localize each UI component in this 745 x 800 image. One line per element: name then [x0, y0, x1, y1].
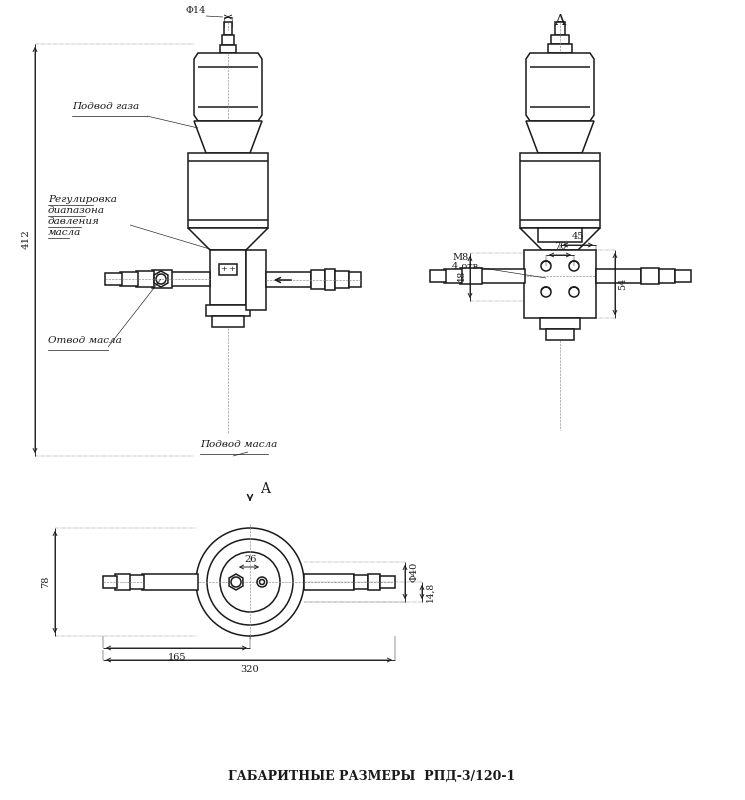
Polygon shape — [526, 121, 594, 153]
Polygon shape — [194, 53, 262, 121]
Bar — [325, 269, 335, 290]
Circle shape — [156, 274, 166, 284]
Text: Подвод газа: Подвод газа — [72, 102, 139, 111]
Text: 4 отв: 4 отв — [452, 262, 478, 271]
Bar — [546, 329, 574, 340]
Circle shape — [259, 579, 264, 585]
Bar — [210, 250, 246, 305]
Bar — [206, 305, 250, 316]
Text: M8: M8 — [452, 253, 469, 262]
Text: 70: 70 — [554, 242, 566, 251]
Polygon shape — [154, 271, 168, 287]
Bar — [460, 268, 482, 284]
Text: A: A — [260, 482, 270, 496]
Bar — [311, 270, 325, 289]
Bar — [142, 574, 198, 590]
Circle shape — [220, 552, 280, 612]
Text: Отвод масла: Отвод масла — [48, 336, 121, 345]
Text: A: A — [554, 14, 565, 28]
Bar — [659, 269, 675, 283]
Text: 78: 78 — [42, 576, 51, 588]
Bar — [103, 576, 117, 588]
Polygon shape — [194, 121, 262, 153]
Bar — [152, 270, 172, 288]
Bar — [444, 269, 462, 283]
Bar — [224, 22, 232, 35]
Bar — [222, 35, 234, 45]
Bar — [136, 271, 154, 287]
Text: масла: масла — [48, 228, 81, 237]
Text: 45: 45 — [572, 232, 584, 241]
Text: +: + — [229, 265, 235, 273]
Bar — [349, 272, 361, 287]
Bar — [170, 272, 210, 286]
Polygon shape — [520, 228, 600, 250]
Polygon shape — [229, 574, 243, 590]
Bar — [188, 153, 268, 228]
Bar — [520, 153, 600, 228]
Bar — [220, 45, 236, 53]
Circle shape — [569, 287, 579, 297]
Text: 54: 54 — [618, 278, 627, 290]
Polygon shape — [526, 53, 594, 121]
Bar — [548, 44, 572, 53]
Bar — [480, 269, 525, 283]
Text: 14,8: 14,8 — [425, 582, 434, 602]
Polygon shape — [188, 228, 268, 250]
Text: диапазона: диапазона — [48, 206, 105, 215]
Bar — [538, 228, 582, 242]
Bar — [246, 250, 266, 310]
Circle shape — [541, 261, 551, 271]
Bar — [304, 574, 354, 590]
Circle shape — [207, 539, 293, 625]
Circle shape — [541, 287, 551, 297]
Text: Φ14: Φ14 — [186, 6, 206, 15]
Bar — [551, 35, 569, 44]
Bar — [354, 575, 368, 589]
Text: 48: 48 — [457, 271, 466, 283]
Text: Регулировка: Регулировка — [48, 195, 117, 204]
Bar — [219, 264, 237, 275]
Circle shape — [569, 261, 579, 271]
Bar — [368, 574, 380, 590]
Text: +: + — [221, 265, 227, 273]
Text: 412: 412 — [22, 229, 31, 249]
Bar — [105, 273, 122, 285]
Text: давления: давления — [48, 217, 100, 226]
Text: ГАБАРИТНЫЕ РАЗМЕРЫ  РПД-3/120-1: ГАБАРИТНЫЕ РАЗМЕРЫ РПД-3/120-1 — [229, 770, 516, 782]
Text: 320: 320 — [241, 665, 259, 674]
Circle shape — [196, 528, 304, 636]
Text: Φ40: Φ40 — [410, 562, 419, 582]
Bar — [380, 576, 395, 588]
Bar — [540, 318, 580, 329]
Bar — [266, 272, 311, 287]
Bar — [675, 270, 691, 282]
Bar — [115, 574, 130, 590]
Text: 165: 165 — [168, 653, 186, 662]
Text: Подвод масла: Подвод масла — [200, 440, 277, 449]
Circle shape — [257, 577, 267, 587]
Bar — [524, 250, 596, 318]
Circle shape — [231, 577, 241, 587]
Bar — [596, 269, 641, 283]
Bar — [430, 270, 446, 282]
Bar — [212, 316, 244, 327]
Bar — [128, 575, 144, 589]
Bar — [555, 22, 565, 35]
Bar — [120, 272, 138, 286]
Bar — [641, 268, 659, 284]
Bar — [335, 271, 349, 288]
Text: 26: 26 — [245, 555, 257, 564]
